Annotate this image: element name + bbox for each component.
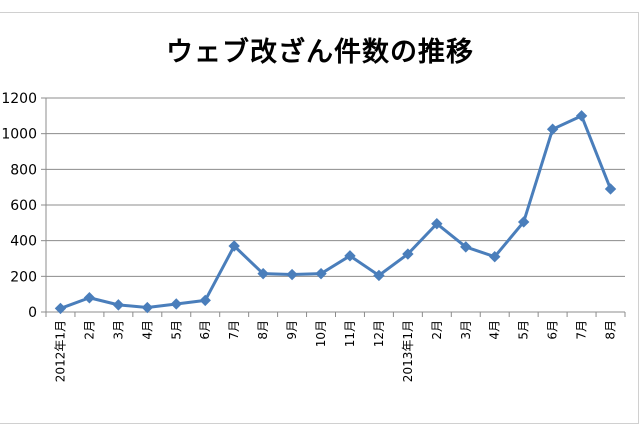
data-point [257, 267, 269, 280]
y-tick-label: 1200 [1, 91, 37, 107]
x-tick-label: 3月 [111, 320, 125, 340]
x-tick-label: 8月 [256, 320, 270, 340]
x-tick-label: 2月 [430, 320, 444, 340]
x-tick-label: 5月 [517, 320, 531, 340]
data-point [315, 267, 327, 280]
data-point [199, 294, 211, 307]
data-point [546, 123, 559, 135]
x-tick-label: 5月 [169, 320, 183, 340]
data-point [402, 248, 414, 260]
x-tick-label: 4月 [140, 320, 154, 340]
x-tick-label: 2月 [82, 320, 96, 340]
y-tick-label: 400 [10, 234, 37, 250]
x-tick-label: 9月 [285, 320, 299, 340]
data-point [286, 268, 298, 281]
x-tick-label: 12月 [372, 320, 386, 347]
x-tick-label: 3月 [459, 320, 473, 340]
y-tick-label: 200 [10, 269, 37, 285]
x-tick-label: 10月 [314, 320, 328, 347]
data-point [460, 241, 472, 253]
x-tick-label: 6月 [546, 320, 560, 340]
data-point [141, 301, 154, 314]
data-point [54, 302, 67, 315]
y-tick-label: 0 [28, 305, 37, 321]
chart-frame [0, 12, 639, 424]
y-tick-label: 800 [10, 162, 37, 178]
data-point [83, 292, 96, 304]
x-tick-label: 2012年1月 [53, 320, 67, 382]
x-tick-label: 8月 [604, 320, 618, 340]
data-point [170, 298, 182, 310]
x-tick-label: 7月 [575, 320, 589, 340]
data-point [112, 299, 125, 311]
data-point [517, 216, 530, 228]
x-tick-label: 7月 [227, 320, 241, 340]
data-point [489, 251, 501, 263]
data-point [431, 218, 443, 230]
series-line [59, 114, 612, 310]
x-tick-label: 6月 [198, 320, 212, 340]
data-point [604, 183, 617, 195]
data-point [228, 240, 240, 252]
x-tick-label: 11月 [343, 320, 357, 347]
x-tick-label: 2013年1月 [401, 320, 415, 382]
y-tick-label: 1000 [1, 127, 37, 143]
chart-title: ウェブ改ざん件数の推移 [166, 37, 474, 68]
x-tick-label: 4月 [488, 320, 502, 340]
data-point [344, 250, 356, 262]
data-point [575, 110, 588, 122]
data-point [373, 269, 385, 282]
y-tick-label: 600 [10, 198, 37, 214]
